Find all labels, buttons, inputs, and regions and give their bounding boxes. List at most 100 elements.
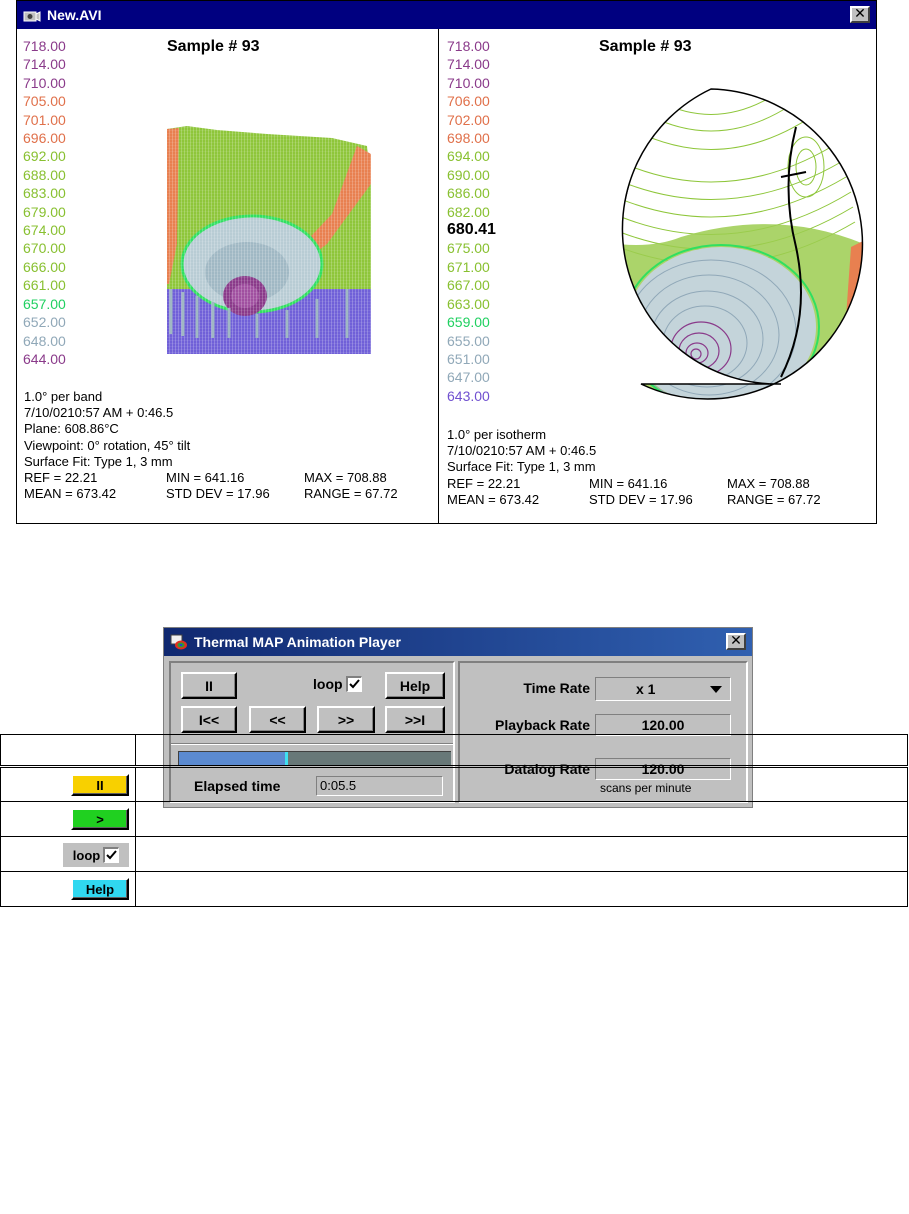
left-info-block: 1.0° per band 7/10/0210:57 AM + 0:46.5 Pla… xyxy=(24,389,398,502)
loop-checkbox-sample: loop xyxy=(63,843,129,867)
stat-value: MAX = 708.88 xyxy=(304,470,387,486)
legend-value: 710.00 xyxy=(23,74,66,91)
legend-value: 655.00 xyxy=(447,332,490,349)
table-icon-cell: II xyxy=(0,766,136,802)
table-description-cell xyxy=(135,871,908,907)
table-header-cell xyxy=(135,734,908,767)
stat-value: MIN = 641.16 xyxy=(166,470,245,486)
legend-value: 675.00 xyxy=(447,240,490,257)
loop-sample-checkbox xyxy=(103,847,120,863)
stat-value: STD DEV = 17.96 xyxy=(589,491,693,507)
stat-value: RANGE = 67.72 xyxy=(304,486,398,502)
legend-value: 705.00 xyxy=(23,93,66,110)
loop-sample-label: loop xyxy=(72,847,101,863)
step-back-button[interactable]: << xyxy=(249,706,306,733)
legend-value: 686.00 xyxy=(447,185,490,202)
surface-plot-3d xyxy=(167,126,371,354)
pause-button[interactable]: II xyxy=(181,672,237,699)
stats-row: REF = 22.21 MIN = 641.16 MAX = 708.88 xyxy=(24,470,387,486)
legend-value: 702.00 xyxy=(447,111,490,128)
stat-value: REF = 22.21 xyxy=(447,475,521,491)
legend-value: 648.00 xyxy=(23,332,66,349)
table-description-cell xyxy=(135,836,908,872)
info-line: 1.0° per band xyxy=(24,389,103,404)
table-row: Help xyxy=(0,871,908,907)
checkmark-icon xyxy=(106,850,117,860)
legend-value: 651.00 xyxy=(447,350,490,367)
player-titlebar[interactable]: Thermal MAP Animation Player ✕ xyxy=(164,628,752,656)
loop-checkbox[interactable] xyxy=(345,676,362,692)
legend-value: 643.00 xyxy=(447,387,490,404)
legend-value: 667.00 xyxy=(447,277,490,294)
legend-value: 680.41 xyxy=(447,221,496,239)
avi-close-button[interactable]: ✕ xyxy=(850,6,870,23)
stat-value: MIN = 641.16 xyxy=(589,475,668,491)
legend-value: 714.00 xyxy=(447,56,490,73)
legend-value: 683.00 xyxy=(23,185,66,202)
skip-to-start-button[interactable]: I<< xyxy=(181,706,237,733)
legend-value: 710.00 xyxy=(447,74,490,91)
stat-value: REF = 22.21 xyxy=(24,470,98,486)
player-title: Thermal MAP Animation Player xyxy=(194,634,401,650)
avi-titlebar[interactable]: New.AVI ✕ xyxy=(17,1,876,29)
left-sample-title: Sample # 93 xyxy=(167,38,260,55)
legend-value: 679.00 xyxy=(23,203,66,220)
dropdown-arrow-icon[interactable] xyxy=(710,686,722,693)
table-icon-cell: Help xyxy=(0,871,136,907)
avi-window: New.AVI ✕ Sample # 93 718.00 714.00 710.00… xyxy=(16,0,877,524)
playback-rate-label: Playback Rate xyxy=(495,717,590,733)
legend-value: 706.00 xyxy=(447,93,490,110)
legend-value: 674.00 xyxy=(23,222,66,239)
table-description-cell xyxy=(135,801,908,837)
legend-value: 644.00 xyxy=(23,350,66,367)
stat-value: RANGE = 67.72 xyxy=(727,491,821,507)
legend-value: 661.00 xyxy=(23,277,66,294)
stat-value: STD DEV = 17.96 xyxy=(166,486,270,502)
right-info-block: 1.0° per isotherm 7/10/0210:57 AM + 0:46.… xyxy=(447,427,821,508)
stat-value: MAX = 708.88 xyxy=(727,475,810,491)
legend-value: 701.00 xyxy=(23,111,66,128)
table-header-cell xyxy=(0,734,136,767)
legend-value: 657.00 xyxy=(23,295,66,312)
legend-value: 663.00 xyxy=(447,295,490,312)
info-line: Surface Fit: Type 1, 3 mm xyxy=(447,459,596,475)
pause-button-sample: II xyxy=(71,774,129,796)
time-rate-value: x 1 xyxy=(636,681,656,697)
stats-row: REF = 22.21 MIN = 641.16 MAX = 708.88 xyxy=(447,475,810,492)
isotherm-pane: Sample # 93 718.00 714.00 710.00 706.00 702.… xyxy=(439,29,876,523)
step-forward-button[interactable]: >> xyxy=(317,706,375,733)
loop-label: loop xyxy=(313,676,343,692)
isotherm-contour-map xyxy=(621,88,864,400)
surface-plot-pane: Sample # 93 718.00 714.00 710.00 705.00 701.… xyxy=(17,29,439,523)
legend-value: 666.00 xyxy=(23,258,66,275)
time-rate-label: Time Rate xyxy=(523,680,590,696)
skip-to-end-button[interactable]: >>I xyxy=(385,706,445,733)
info-line: 1.0° per isotherm xyxy=(447,427,547,442)
legend-value: 718.00 xyxy=(447,38,490,54)
legend-value: 659.00 xyxy=(447,314,490,331)
info-line: Viewpoint: 0° rotation, 45° tilt xyxy=(24,437,191,453)
help-button[interactable]: Help xyxy=(385,672,445,699)
table-row: > xyxy=(0,801,908,837)
table-header-row xyxy=(0,734,908,767)
legend-value: 688.00 xyxy=(23,166,66,183)
table-row: II xyxy=(0,766,908,802)
table-description-cell xyxy=(135,766,908,802)
stats-row: MEAN = 673.42 STD DEV = 17.96 RANGE = 67.7… xyxy=(447,492,821,508)
legend-value: 692.00 xyxy=(23,148,66,165)
playback-rate-field[interactable]: 120.00 xyxy=(595,714,731,736)
loop-toggle[interactable]: loop xyxy=(313,676,362,692)
legend-value: 682.00 xyxy=(447,203,490,220)
help-button-sample: Help xyxy=(71,878,129,900)
play-button-sample: > xyxy=(71,808,129,830)
time-rate-select[interactable]: x 1 xyxy=(595,677,731,701)
table-icon-cell: loop xyxy=(0,836,136,872)
legend-value: 671.00 xyxy=(447,258,490,275)
right-sample-title: Sample # 93 xyxy=(599,38,692,55)
legend-value: 652.00 xyxy=(23,314,66,331)
player-close-button[interactable]: ✕ xyxy=(726,633,746,650)
info-line: 7/10/0210:57 AM + 0:46.5 xyxy=(447,443,597,459)
info-line: 7/10/0210:57 AM + 0:46.5 xyxy=(24,405,174,421)
legend-value: 670.00 xyxy=(23,240,66,257)
camera-icon xyxy=(23,11,41,22)
